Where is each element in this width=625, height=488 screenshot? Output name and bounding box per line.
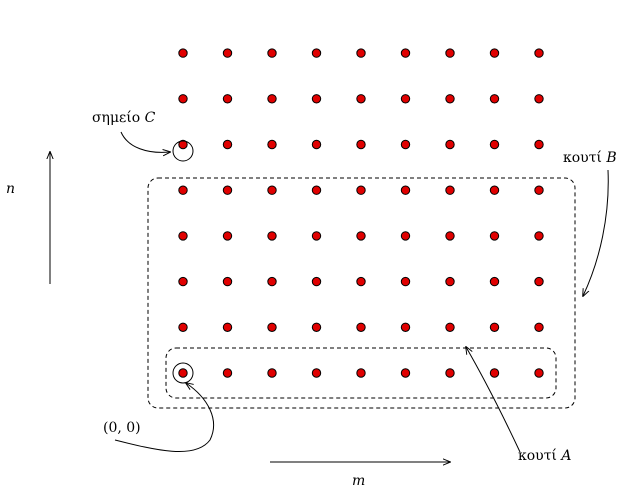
box-a-label: κουτί A	[518, 447, 572, 464]
lattice-point	[267, 276, 277, 287]
lattice-point	[445, 48, 455, 58]
lattice-point	[534, 231, 544, 241]
lattice-point	[178, 139, 188, 150]
lattice-point	[400, 231, 411, 241]
lattice-point	[534, 368, 544, 378]
lattice-point	[400, 368, 411, 378]
lattice-point	[311, 94, 322, 104]
lattice-point	[311, 139, 322, 150]
lattice-point	[445, 322, 455, 332]
lattice-point	[400, 185, 411, 195]
point-c-label: σημείο C	[92, 109, 156, 126]
lattice-point	[222, 368, 233, 378]
lattice-point	[267, 48, 277, 58]
box-b	[147, 177, 576, 409]
lattice-point	[356, 94, 366, 104]
lattice-points	[178, 48, 544, 378]
lattice-point	[400, 139, 411, 150]
lattice-point	[178, 368, 188, 378]
lattice-point	[222, 185, 233, 195]
lattice-point	[178, 94, 188, 104]
box-a-pointer	[466, 347, 521, 453]
lattice-point	[534, 94, 544, 104]
lattice-point	[222, 276, 233, 287]
lattice-point	[445, 94, 455, 104]
lattice-point	[534, 276, 544, 287]
lattice-point	[356, 322, 366, 332]
box-a	[165, 347, 557, 399]
lattice-point	[356, 185, 366, 195]
lattice-point	[534, 48, 544, 58]
lattice-point	[267, 231, 277, 241]
lattice-point	[267, 322, 277, 332]
lattice-point	[356, 139, 366, 150]
lattice-point	[178, 322, 188, 332]
lattice-point	[356, 231, 366, 241]
lattice-point	[222, 139, 233, 150]
lattice-point	[178, 276, 188, 287]
lattice-point	[400, 322, 411, 332]
lattice-point	[178, 185, 188, 195]
box-b-label: κουτί B	[563, 149, 617, 166]
lattice-point	[311, 48, 322, 58]
lattice-point	[311, 276, 322, 287]
lattice-point	[311, 231, 322, 241]
origin-ring	[172, 362, 194, 384]
lattice-point	[534, 139, 544, 150]
lattice-point	[267, 368, 277, 378]
lattice-point	[489, 48, 500, 58]
lattice-point	[489, 276, 500, 287]
lattice-point	[445, 139, 455, 150]
lattice-point	[311, 185, 322, 195]
lattice-point	[178, 48, 188, 58]
lattice-point	[267, 185, 277, 195]
lattice-point	[534, 185, 544, 195]
lattice-point	[400, 48, 411, 58]
lattice-point	[445, 231, 455, 241]
axis-m-label: m	[352, 473, 365, 488]
axis-n-label: n	[6, 181, 15, 197]
lattice-point	[489, 231, 500, 241]
point-c-pointer	[120, 131, 170, 152]
box-b-pointer	[583, 169, 609, 296]
lattice-point	[489, 368, 500, 378]
lattice-point	[489, 322, 500, 332]
origin-label: (0, 0)	[103, 420, 141, 436]
lattice-point	[489, 139, 500, 150]
lattice-point	[400, 94, 411, 104]
lattice-point	[489, 94, 500, 104]
lattice-point	[445, 368, 455, 378]
lattice-point	[311, 322, 322, 332]
lattice-point	[445, 185, 455, 195]
lattice-point	[356, 48, 366, 58]
lattice-point	[400, 276, 411, 287]
lattice-point	[222, 322, 233, 332]
lattice-point	[534, 322, 544, 332]
lattice-point	[311, 368, 322, 378]
lattice-point	[222, 231, 233, 241]
lattice-point	[267, 139, 277, 150]
point-c-ring	[172, 140, 194, 162]
lattice-point	[222, 94, 233, 104]
lattice-point	[178, 231, 188, 241]
lattice-point	[445, 276, 455, 287]
lattice-point	[267, 94, 277, 104]
lattice-point	[222, 48, 233, 58]
origin-pointer	[114, 383, 215, 452]
lattice-point	[356, 276, 366, 287]
lattice-point	[489, 185, 500, 195]
lattice-point	[356, 368, 366, 378]
